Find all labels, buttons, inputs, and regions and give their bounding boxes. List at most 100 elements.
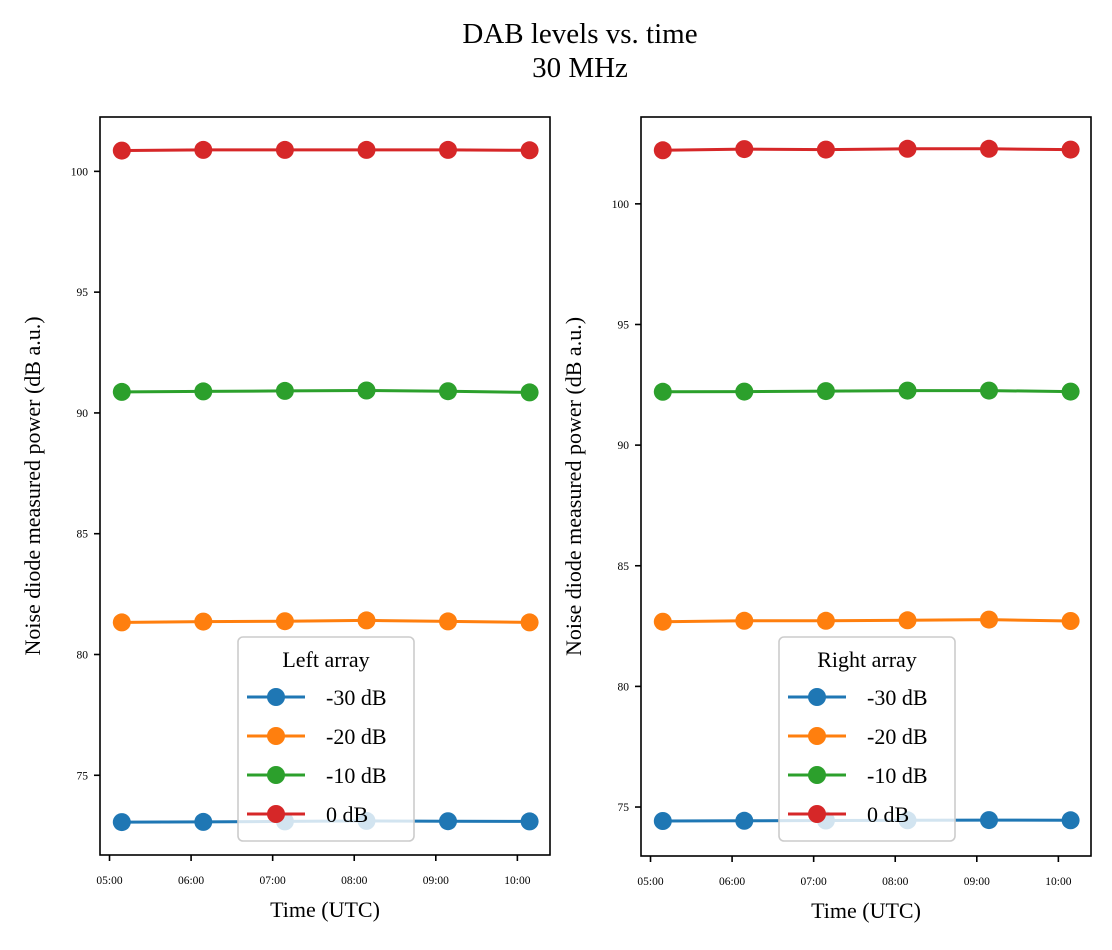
- right-data-point: [735, 611, 754, 630]
- left-legend-label: -10 dB: [326, 763, 387, 788]
- right-x-tick-label: 05:00: [637, 876, 663, 888]
- right-data-point: [898, 139, 917, 158]
- right-data-point: [816, 611, 835, 630]
- right-x-tick-label: 09:00: [964, 876, 990, 888]
- right-series-line-3: [662, 147, 1071, 152]
- left-x-tick-label: 05:00: [96, 875, 122, 887]
- right-legend-marker: [808, 688, 826, 706]
- left-series-line-2: [121, 388, 530, 394]
- left-data-point: [194, 140, 213, 159]
- right-data-point: [1061, 811, 1080, 830]
- right-data-point: [898, 381, 917, 400]
- right-y-tick-label: 95: [618, 319, 630, 331]
- right-legend-label: -10 dB: [867, 763, 928, 788]
- right-data-point: [735, 811, 754, 830]
- left-legend-label: -20 dB: [326, 724, 387, 749]
- right-y-tick-label: 100: [612, 199, 630, 211]
- left-data-point: [439, 382, 457, 401]
- left-data-point: [112, 813, 131, 832]
- left-data-point: [275, 612, 294, 631]
- right-legend-title: Right array: [817, 647, 917, 672]
- right-data-point: [653, 141, 672, 160]
- right-data-point: [980, 139, 998, 158]
- figure-title-line2: 30 MHz: [532, 52, 628, 84]
- right-legend-label: -20 dB: [867, 724, 928, 749]
- left-axes-frame: [99, 116, 551, 856]
- right-legend-label: -30 dB: [867, 685, 928, 710]
- left-legend-entry: -20 dB: [247, 724, 387, 749]
- right-series-line-2: [662, 389, 1071, 394]
- left-data-point: [275, 381, 294, 400]
- left-data-point: [439, 612, 457, 631]
- left-data-point: [520, 812, 539, 831]
- right-legend-label: 0 dB: [867, 802, 909, 827]
- left-data-point: [112, 382, 131, 401]
- right-legend-box: [778, 636, 956, 842]
- right-data-point: [653, 612, 672, 631]
- left-y-tick-label: 75: [77, 770, 89, 782]
- left-legend: Left array -30 dB -20 dB -10 dB 0 dB: [237, 636, 415, 842]
- left-data-point: [520, 383, 539, 402]
- left-legend-entry: -10 dB: [247, 763, 387, 788]
- left-data-point: [520, 613, 539, 632]
- right-legend-entry: 0 dB: [788, 802, 909, 827]
- left-legend-marker: [267, 688, 285, 706]
- right-data-point: [898, 611, 917, 630]
- right-y-tick-label: 85: [618, 561, 630, 573]
- left-legend-entry: -30 dB: [247, 685, 387, 710]
- left-y-tick-label: 80: [77, 649, 89, 661]
- right-y-tick-label: 80: [618, 681, 630, 693]
- left-y-tick-label: 95: [77, 287, 89, 299]
- left-x-tick-label: 09:00: [423, 875, 449, 887]
- left-x-tick-label: 06:00: [178, 875, 204, 887]
- right-data-point: [816, 140, 835, 159]
- right-series-line-1: [662, 618, 1071, 624]
- left-data-point: [439, 812, 457, 831]
- left-data-point: [357, 140, 376, 159]
- right-data-point: [1061, 140, 1080, 159]
- right-x-tick-label: 10:00: [1045, 876, 1071, 888]
- left-data-point: [194, 812, 213, 831]
- left-x-tick-label: 10:00: [504, 875, 530, 887]
- right-data-point: [1061, 382, 1080, 401]
- right-x-axis-label: Time (UTC): [811, 898, 921, 923]
- left-legend-title: Left array: [282, 647, 369, 672]
- right-legend-entry: -30 dB: [788, 685, 928, 710]
- right-legend-marker: [808, 766, 826, 784]
- left-series-line-3: [121, 148, 530, 153]
- left-x-tick-label: 07:00: [260, 875, 286, 887]
- left-y-tick-label: 85: [77, 529, 89, 541]
- left-y-tick-label: 90: [77, 408, 89, 420]
- left-legend-box: [237, 636, 415, 842]
- left-data-point: [112, 613, 131, 632]
- right-x-tick-label: 07:00: [801, 876, 827, 888]
- right-data-point: [653, 812, 672, 830]
- right-y-tick-label: 90: [618, 440, 630, 452]
- left-y-axis-label: Noise diode measured power (dB a.u.): [20, 316, 45, 655]
- left-data-point: [357, 381, 376, 400]
- left-legend-marker: [267, 766, 285, 784]
- right-x-tick-label: 08:00: [882, 876, 908, 888]
- left-legend-label: 0 dB: [326, 802, 368, 827]
- left-data-point: [275, 140, 294, 159]
- right-data-point: [980, 811, 998, 830]
- left-array-chart: 75 80 85 90 95 100 05:00 06:00 07:00 08:00 09:00 10…: [20, 116, 551, 922]
- left-legend-marker: [267, 727, 285, 745]
- right-legend-entry: -10 dB: [788, 763, 928, 788]
- left-data-point: [194, 612, 213, 631]
- left-series-line-1: [121, 618, 530, 624]
- left-legend-entry: 0 dB: [247, 802, 368, 827]
- left-data-point: [357, 611, 376, 630]
- left-y-tick-label: 100: [71, 166, 89, 178]
- right-y-axis-label: Noise diode measured power (dB a.u.): [561, 317, 586, 656]
- figure-title-line1: DAB levels vs. time: [462, 18, 697, 50]
- left-x-axis-label: Time (UTC): [270, 897, 380, 922]
- right-data-point: [1061, 612, 1080, 630]
- left-data-point: [194, 382, 213, 401]
- right-axes-frame: [640, 116, 1092, 857]
- right-array-chart: 75 80 85 90 95 100 05:00 06:00 07:00 08:00 09:00 10…: [561, 116, 1092, 923]
- left-x-tick-label: 08:00: [341, 875, 367, 887]
- right-data-point: [735, 140, 754, 159]
- left-data-point: [520, 141, 539, 160]
